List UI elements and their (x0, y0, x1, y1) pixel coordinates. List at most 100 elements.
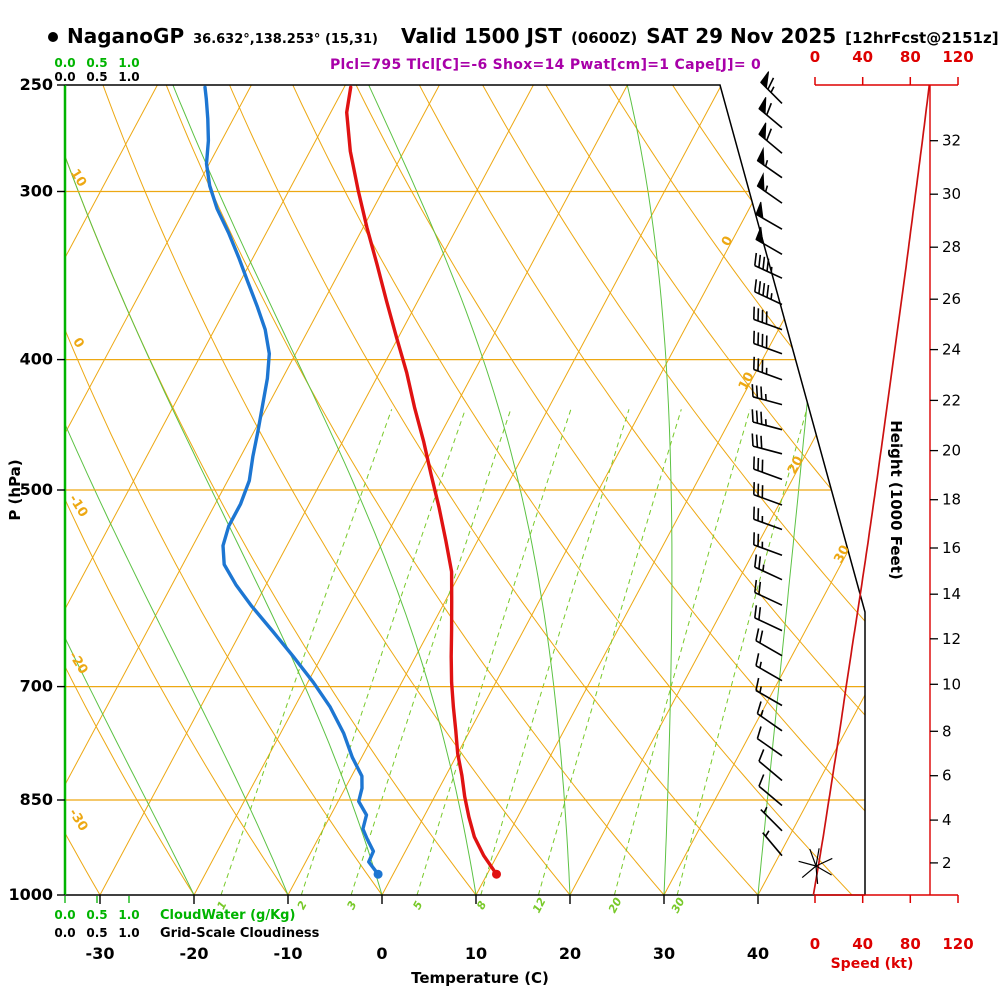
svg-text:14: 14 (942, 585, 961, 603)
svg-text:12: 12 (530, 895, 549, 915)
wind-barb-column (751, 71, 783, 857)
svg-text:5: 5 (410, 899, 425, 912)
chart-header: NaganoGP 36.632°,138.253° (15,31) Valid … (48, 24, 999, 48)
temperature-axis-title: Temperature (C) (411, 969, 549, 987)
mixing-ratio-lines (220, 409, 808, 895)
svg-text:20: 20 (785, 454, 807, 477)
svg-text:22: 22 (942, 391, 961, 409)
background-lattice (65, 85, 865, 895)
temperature-curve (345, 85, 499, 876)
svg-text:10: 10 (942, 675, 961, 693)
svg-text:0.0: 0.0 (54, 56, 75, 70)
station-coords: 36.632°,138.253° (15,31) (193, 32, 378, 47)
svg-text:20: 20 (942, 442, 961, 460)
surface-wind-star (798, 848, 833, 884)
svg-text:12: 12 (942, 630, 961, 648)
speed-axis (815, 84, 958, 896)
svg-text:26: 26 (942, 290, 961, 308)
svg-text:0.0: 0.0 (54, 908, 75, 922)
pressure-axis-title: P (hPa) (6, 459, 24, 520)
svg-text:1000: 1000 (8, 885, 53, 904)
svg-text:40: 40 (747, 944, 769, 963)
svg-text:8: 8 (474, 899, 489, 912)
svg-text:3: 3 (344, 899, 359, 912)
svg-text:80: 80 (900, 935, 921, 953)
svg-text:0.5: 0.5 (86, 70, 107, 84)
pressure-tick-labels: 250 300 400 500 700 850 1000 (8, 75, 65, 904)
station-name: NaganoGP (67, 24, 185, 48)
plot-border (65, 84, 866, 895)
dry-adiabat-labels: 100-10-20-30 (65, 166, 90, 834)
stability-params: Plcl=795 Tlcl[C]=-6 Shox=14 Pwat[cm]=1 C… (330, 57, 762, 73)
dewpoint-surface-dot (373, 869, 383, 879)
valid-utc: (0600Z) (570, 29, 638, 47)
svg-text:20: 20 (559, 944, 581, 963)
svg-text:120: 120 (942, 935, 973, 953)
svg-text:1.0: 1.0 (118, 908, 139, 922)
speed-axis-title: Speed (kt) (831, 956, 914, 972)
svg-text:0: 0 (810, 48, 820, 66)
svg-text:500: 500 (20, 480, 53, 499)
svg-text:10: 10 (465, 944, 487, 963)
svg-text:4: 4 (942, 811, 952, 829)
svg-text:2: 2 (295, 899, 310, 912)
svg-text:700: 700 (20, 677, 53, 696)
svg-text:0.5: 0.5 (86, 926, 107, 940)
svg-text:850: 850 (20, 790, 53, 809)
dry-adiabat-lines (65, 85, 865, 895)
svg-text:250: 250 (20, 75, 53, 94)
temperature-tick-labels: -30 -20 -10 0 10 20 30 40 (86, 895, 769, 963)
svg-text:8: 8 (942, 722, 952, 740)
svg-text:0: 0 (376, 944, 387, 963)
svg-text:2: 2 (942, 854, 952, 872)
svg-text:0.5: 0.5 (86, 908, 107, 922)
svg-text:80: 80 (900, 48, 921, 66)
dewpoint-curve (203, 85, 380, 876)
svg-text:30: 30 (942, 185, 961, 203)
cloudwater-axis-title: CloudWater (g/Kg) (160, 908, 295, 923)
svg-text:300: 300 (20, 182, 53, 201)
svg-text:0.0: 0.0 (54, 70, 75, 84)
svg-text:0: 0 (719, 234, 736, 249)
svg-text:18: 18 (942, 491, 961, 509)
cloud-scale-labels: 0.00.00.00.00.50.50.50.51.01.01.01.0 (54, 56, 139, 940)
temperature-surface-dot (492, 869, 501, 879)
station-dot-icon (48, 32, 58, 42)
forecast-tag: [12hrFcst@2151z] (845, 29, 999, 47)
svg-text:28: 28 (942, 238, 961, 256)
svg-text:1.0: 1.0 (118, 56, 139, 70)
speed-tick-labels: 0 0 40 40 80 80 120 120 (810, 48, 974, 953)
svg-text:32: 32 (942, 132, 961, 150)
svg-text:-30: -30 (86, 944, 115, 963)
svg-text:16: 16 (942, 539, 961, 557)
svg-text:0.5: 0.5 (86, 56, 107, 70)
valid-time: Valid 1500 JST (400, 24, 562, 48)
svg-text:120: 120 (942, 48, 973, 66)
svg-text:30: 30 (653, 944, 675, 963)
svg-text:0: 0 (69, 335, 87, 351)
svg-text:-30: -30 (65, 806, 90, 834)
svg-text:40: 40 (852, 48, 873, 66)
svg-text:-20: -20 (65, 649, 90, 677)
valid-date: SAT 29 Nov 2025 (646, 24, 837, 48)
height-axis-title: Height (1000 Feet) (887, 420, 905, 580)
height-curve (812, 84, 931, 896)
svg-text:24: 24 (942, 341, 961, 359)
svg-text:40: 40 (852, 935, 873, 953)
svg-text:30: 30 (669, 895, 688, 915)
svg-text:1.0: 1.0 (118, 70, 139, 84)
svg-text:30: 30 (831, 543, 853, 566)
svg-text:20: 20 (606, 895, 625, 915)
svg-text:0: 0 (810, 935, 820, 953)
svg-text:1.0: 1.0 (118, 926, 139, 940)
svg-text:-10: -10 (65, 492, 90, 520)
svg-text:400: 400 (20, 350, 53, 369)
svg-text:-20: -20 (180, 944, 209, 963)
svg-text:6: 6 (942, 767, 952, 785)
cloudiness-axis-title: Grid-Scale Cloudiness (160, 926, 320, 941)
svg-text:-10: -10 (274, 944, 303, 963)
